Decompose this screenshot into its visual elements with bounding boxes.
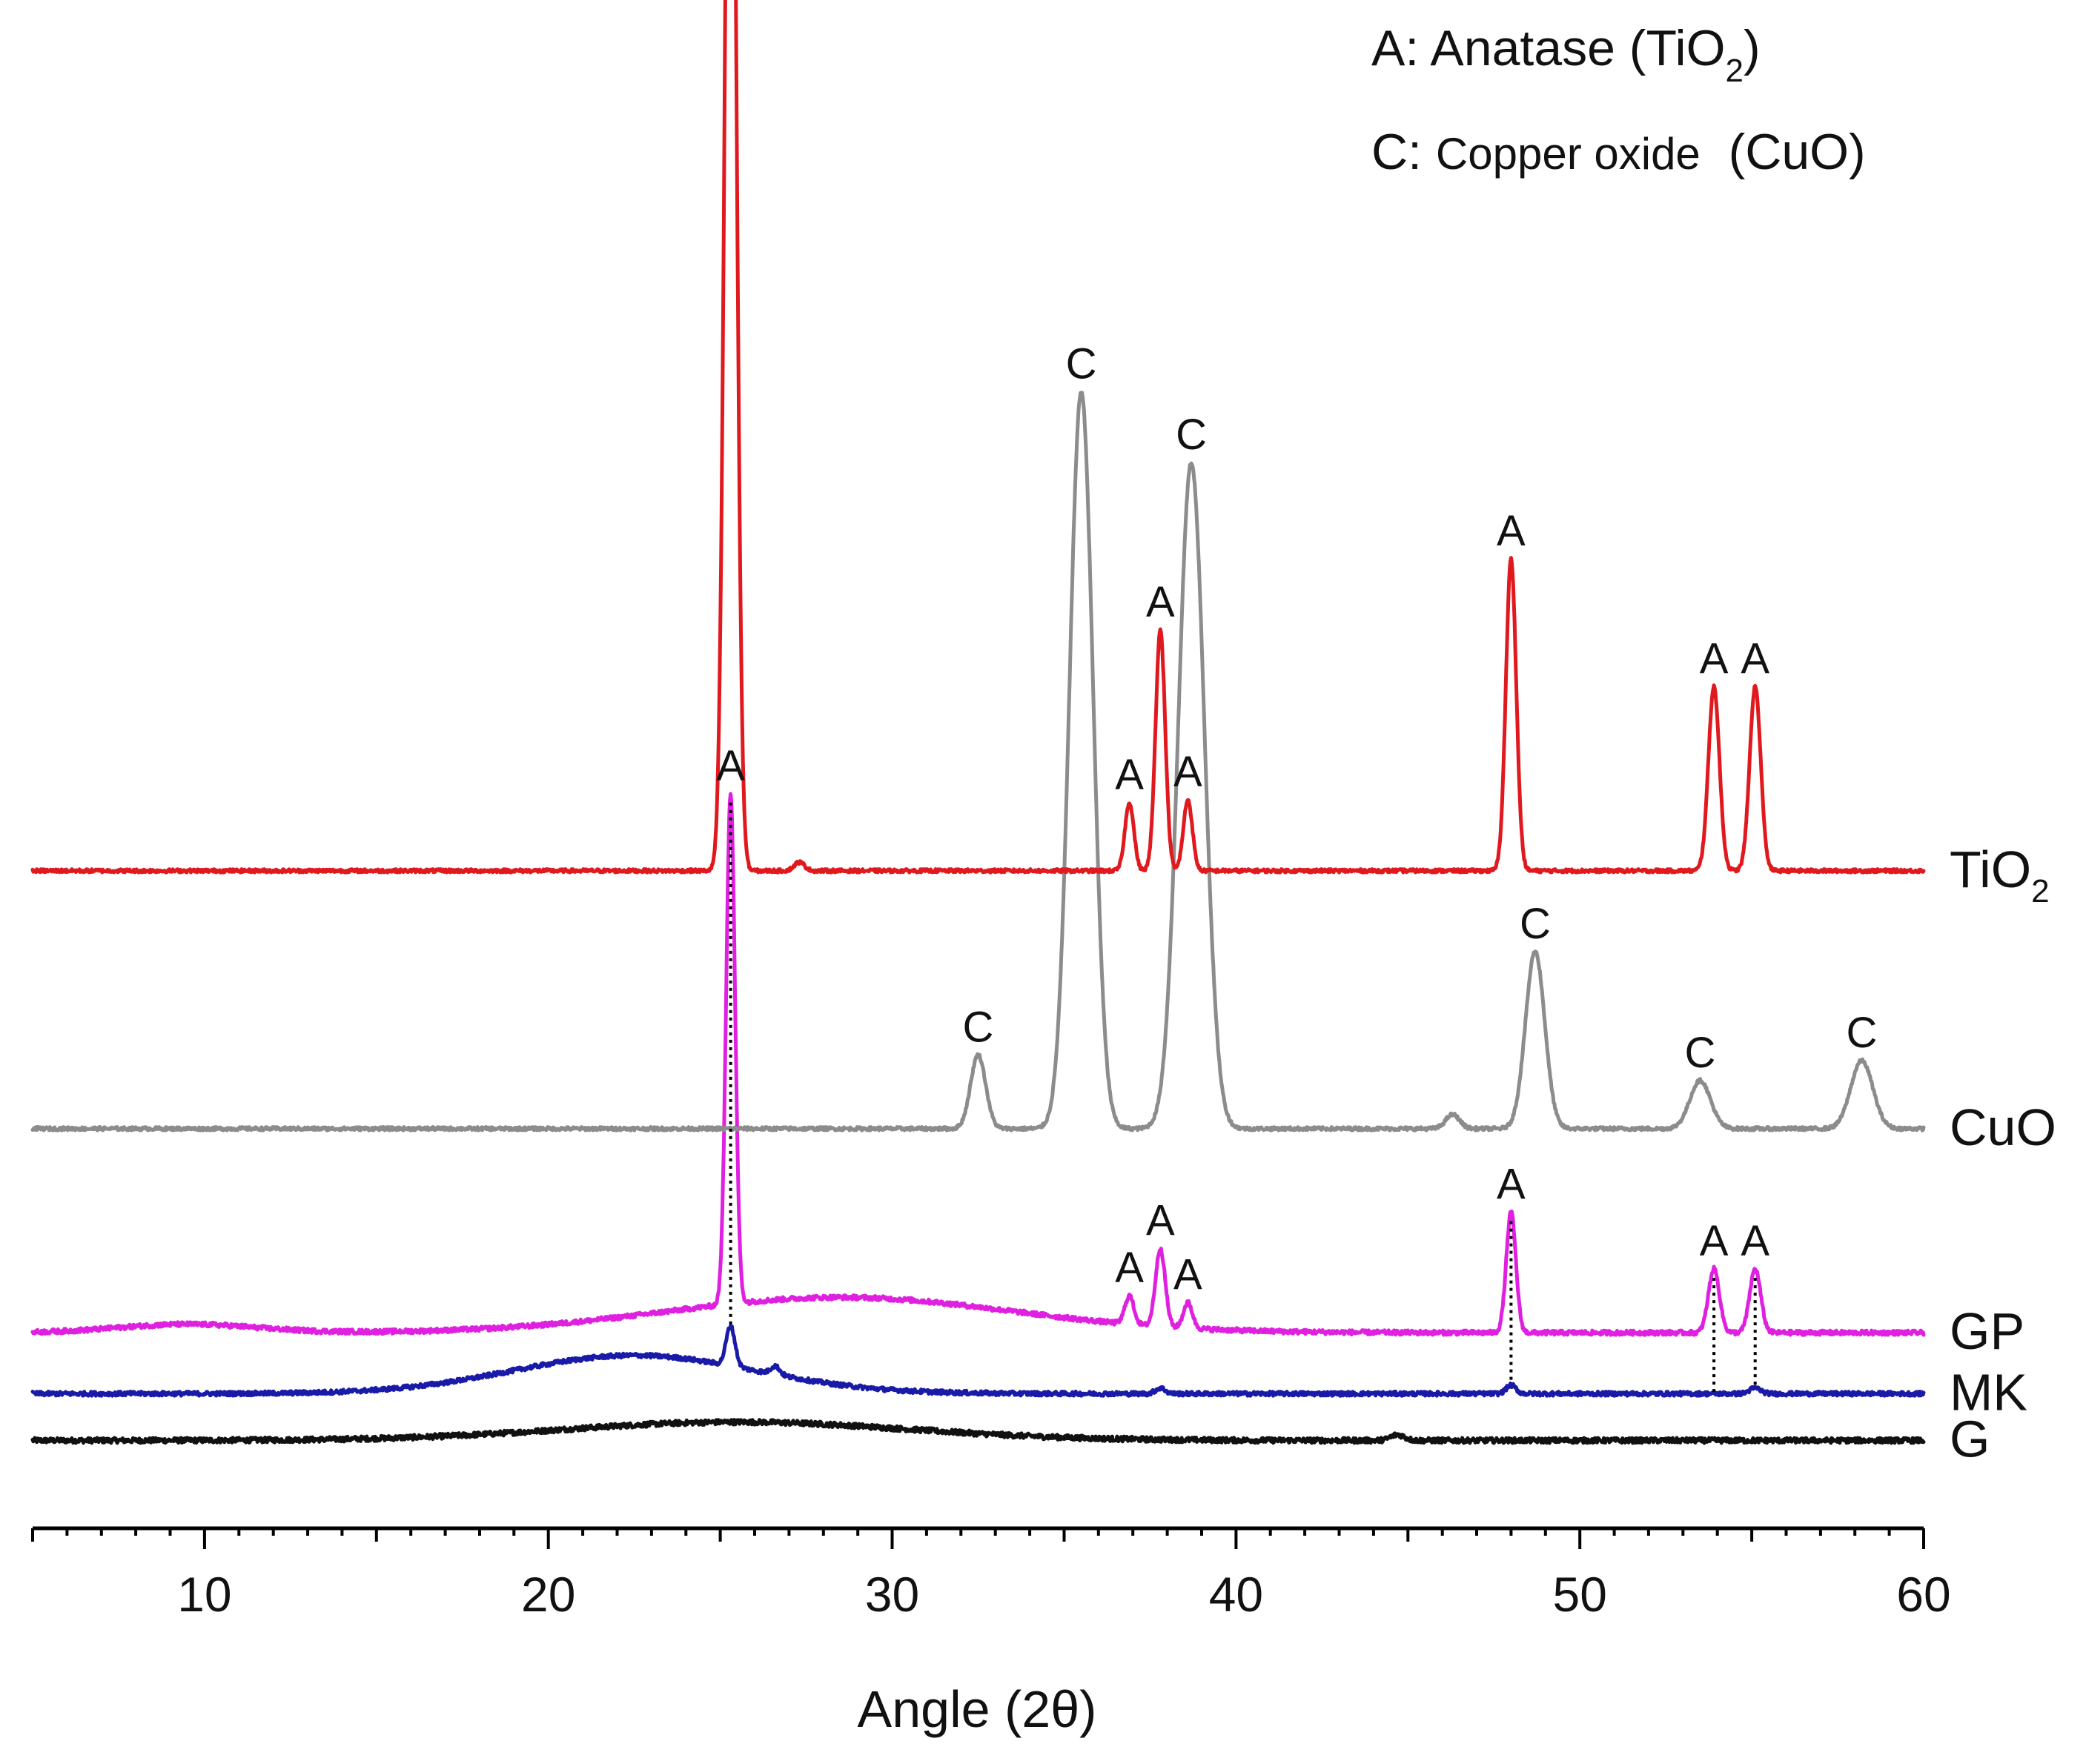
peak-label-gp-5: A [1700, 1217, 1729, 1265]
peak-label-tio2-5: A [1497, 507, 1526, 555]
x-axis-ticks: 10 20 30 40 50 60 [31, 1528, 1951, 1622]
peak-label-tio2-3: A [1146, 578, 1175, 626]
peak-label-gp-3: A [1173, 1251, 1202, 1299]
series-label-mk: MK [1950, 1363, 2027, 1421]
peak-label-cuo-4: C [1520, 900, 1551, 948]
trace-tio2 [30, 0, 1926, 875]
series-traces [30, 0, 1926, 1445]
peak-label-tio2-2: A [1115, 751, 1144, 799]
peak-label-gp-1: A [1115, 1244, 1144, 1292]
series-label-g: G [1950, 1410, 1990, 1468]
peak-label-gp-4: A [1497, 1161, 1526, 1209]
legend-anatase-prefix: A: Anatase (TiO [1371, 20, 1725, 76]
peak-label-cuo-0: C [963, 1003, 994, 1051]
x-tick-label-30: 30 [865, 1567, 919, 1622]
x-tick-label-50: 50 [1552, 1567, 1606, 1622]
legend-entry-copper-oxide: C: Copper oxide (CuO) [1371, 124, 1866, 180]
peak-label-tio2-7: A [1741, 634, 1769, 683]
peak-label-gp-2: A [1146, 1197, 1175, 1245]
peak-label-cuo-1: C [1066, 340, 1097, 388]
trace-gp [30, 792, 1926, 1337]
legend-copper-suffix: (CuO) [1701, 124, 1866, 180]
legend-anatase-suffix: ) [1744, 20, 1761, 76]
series-label-cuo: CuO [1950, 1098, 2056, 1156]
legend-copper-name: Copper oxide [1436, 129, 1701, 179]
trace-mk [30, 1324, 1926, 1398]
trace-g [30, 1418, 1926, 1445]
peak-label-tio2-4: A [1173, 748, 1202, 796]
peak-label-gp-6: A [1741, 1217, 1769, 1265]
series-label-gp: GP [1950, 1302, 2024, 1360]
legend-anatase-sub: 2 [1725, 53, 1743, 89]
x-tick-label-20: 20 [521, 1567, 575, 1622]
x-axis-title: Angle (2θ) [858, 1680, 1097, 1738]
peak-label-gp-0: A [716, 742, 745, 790]
x-tick-label-10: 10 [177, 1567, 231, 1622]
trace-cuo [30, 391, 1926, 1133]
peak-labels: AAAAAAACCCCCCAAAAAAA [716, 340, 1878, 1299]
guide-lines [729, 802, 1757, 1393]
legend-copper-prefix: C: [1371, 124, 1436, 180]
x-tick-label-40: 40 [1209, 1567, 1263, 1622]
legend: A: Anatase (TiO2) C: Copper oxide (CuO) [1371, 20, 1866, 180]
peak-label-cuo-5: C [1685, 1029, 1716, 1077]
peak-label-cuo-2: C [1176, 411, 1207, 459]
peak-label-cuo-6: C [1847, 1009, 1878, 1057]
series-label-tio2: TiO2 [1950, 840, 2050, 909]
peak-label-tio2-6: A [1700, 634, 1729, 683]
x-tick-label-60: 60 [1896, 1567, 1950, 1622]
legend-entry-anatase: A: Anatase (TiO2) [1371, 20, 1761, 89]
